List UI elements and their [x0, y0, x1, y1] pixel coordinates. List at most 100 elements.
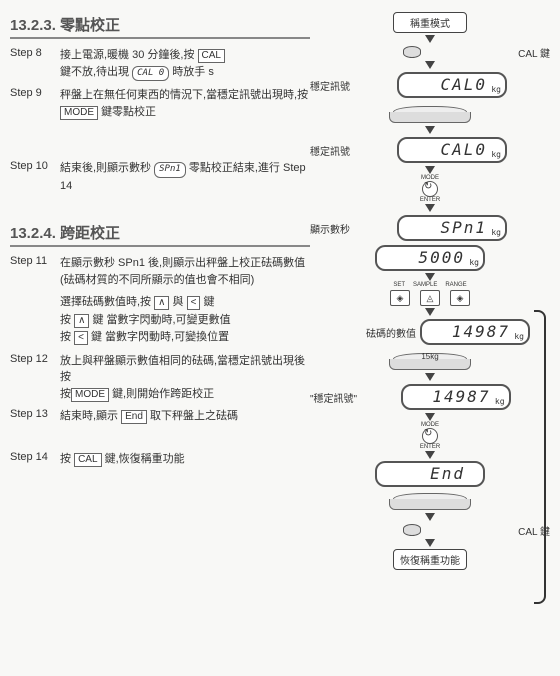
- weight-val-label: 砝碼的數值: [366, 325, 416, 340]
- step-body: 放上與秤盤顯示數值相同的砝碼,當穩定訊號出現後按 按MODE 鍵,則開始作跨距校…: [60, 353, 310, 403]
- step-8: Step 8 接上電源,暖機 30 分鐘後,按 CAL 鍵不放,待出現 CAL …: [10, 47, 310, 81]
- text: 按: [60, 453, 71, 465]
- flow-diagram: 稱重模式 CAL 鍵 穩定訊號 CAL0 kg 穩定訊號 CAL0 kg MOD…: [310, 10, 550, 572]
- step-label: Step 12: [10, 353, 60, 403]
- lcd-text: 14987: [432, 387, 490, 406]
- arrow-icon: [425, 308, 435, 316]
- text: 按: [60, 331, 71, 343]
- lcd-text: 14987: [452, 322, 510, 341]
- tri-buttons: ◈ ◬ ◈: [310, 290, 550, 306]
- tri-set: ◈: [390, 290, 410, 306]
- step-body: 秤盤上在無任何東西的情況下,當穩定訊號出現時,按 MODE 鍵零點校正: [60, 87, 310, 120]
- arrow-icon: [425, 204, 435, 212]
- text: 鍵 當數字閃動時,可變換位置: [91, 331, 229, 343]
- step-11-sub: 選擇砝碼數值時,按 ∧ 與 < 鍵 按 ∧ 鍵 當數字閃動時,可變更數值 按 <…: [60, 294, 310, 347]
- text: 在顯示數秒 SPn1 後,則顯示出秤盤上校正砝碼數值: [60, 257, 305, 269]
- stable-label: "穩定訊號": [310, 390, 357, 405]
- text: 鍵 當數字閃動時,可變更數值: [92, 314, 230, 326]
- text: 接上電源,暖機 30 分鐘後,按: [60, 49, 194, 61]
- up-key: ∧: [154, 296, 169, 310]
- bracket-icon: [534, 310, 546, 604]
- step-body: 接上電源,暖機 30 分鐘後,按 CAL 鍵不放,待出現 CAL 0 時放手 s: [60, 47, 310, 81]
- mode-button-icon: MODE ENTER: [417, 175, 443, 203]
- sec-text: 跨距校正: [60, 225, 120, 242]
- lcd-text: 5000: [418, 248, 465, 267]
- text: 時放手 s: [172, 66, 214, 78]
- lcd-cal0: CAL0 kg: [397, 72, 507, 98]
- display-spn1: SPn1: [154, 162, 186, 178]
- text: 秤盤上在無任何東西的情況下,當穩定訊號出現時,按: [60, 89, 308, 101]
- cal-key: CAL: [198, 49, 225, 63]
- button-icon: [403, 46, 421, 58]
- lbl-sample: SAMPLE: [413, 282, 437, 288]
- step-9: Step 9 秤盤上在無任何東西的情況下,當穩定訊號出現時,按 MODE 鍵零點…: [10, 87, 310, 120]
- lcd-5000: 5000 kg: [375, 245, 485, 271]
- lbl-range: RANGE: [445, 282, 466, 288]
- step-label: Step 11: [10, 255, 60, 288]
- text: 與: [173, 296, 184, 308]
- step-body: 結束時,顯示 End 取下秤盤上之砝碼: [60, 408, 310, 425]
- lcd-14987: 14987 kg: [420, 319, 530, 345]
- step-label: Step 9: [10, 87, 60, 120]
- arrow-icon: [425, 373, 435, 381]
- step-body: 在顯示數秒 SPn1 後,則顯示出秤盤上校正砝碼數值 (砝碼材質的不同所顯示的值…: [60, 255, 310, 288]
- step-label: Step 14: [10, 451, 60, 468]
- step-12: Step 12 放上與秤盤顯示數值相同的砝碼,當穩定訊號出現後按 按MODE 鍵…: [10, 353, 310, 403]
- text: 按: [60, 314, 71, 326]
- step-label: Step 10: [10, 160, 60, 194]
- lcd-text: End: [430, 464, 465, 483]
- box-restore: 恢復稱重功能: [393, 549, 467, 570]
- left-key: <: [187, 296, 201, 310]
- up-key: ∧: [74, 314, 89, 328]
- text: 鍵: [203, 296, 214, 308]
- text: 放上與秤盤顯示數值相同的砝碼,當穩定訊號出現後按: [60, 355, 305, 384]
- button-icon: [403, 524, 421, 536]
- lcd-text: CAL0: [440, 140, 487, 159]
- unit: kg: [514, 332, 524, 341]
- scale-pan-weight: 15kg: [385, 349, 475, 371]
- section-zero-title: 13.2.3. 零點校正: [10, 14, 310, 39]
- tri-labels: SET SAMPLE RANGE: [310, 282, 550, 288]
- arrow-icon: [425, 35, 435, 43]
- unit: kg: [491, 150, 501, 159]
- lcd-cal0-b: CAL0 kg: [397, 137, 507, 163]
- step-13: Step 13 結束時,顯示 End 取下秤盤上之砝碼: [10, 408, 310, 425]
- mode-key: MODE: [60, 106, 98, 120]
- arrow-icon: [425, 451, 435, 459]
- step-11: Step 11 在顯示數秒 SPn1 後,則顯示出秤盤上校正砝碼數值 (砝碼材質…: [10, 255, 310, 288]
- sec-text: 零點校正: [60, 17, 120, 34]
- text: 鍵,恢復稱重功能: [105, 453, 185, 465]
- mode-bot: ENTER: [417, 444, 443, 450]
- step-body: 結束後,則顯示數秒 SPn1 零點校正結束,進行 Step 14: [60, 160, 310, 194]
- tri-sample: ◬: [420, 290, 440, 306]
- sec-num: 13.2.3.: [10, 17, 56, 34]
- stable-label: 穩定訊號: [310, 78, 350, 93]
- unit: kg: [491, 85, 501, 94]
- step-body: 按 CAL 鍵,恢復稱重功能: [60, 451, 310, 468]
- unit: kg: [495, 397, 505, 406]
- scale-pan-icon: [385, 489, 475, 511]
- arrow-icon: [425, 513, 435, 521]
- mode-key: MODE: [71, 388, 109, 402]
- stable-label: 穩定訊號: [310, 143, 350, 158]
- scale-pan-icon: [385, 102, 475, 124]
- step-label: Step 8: [10, 47, 60, 81]
- section-span-title: 13.2.4. 跨距校正: [10, 222, 310, 247]
- sec-num: 13.2.4.: [10, 225, 56, 242]
- tri-range: ◈: [450, 290, 470, 306]
- mode-button-icon: MODE ENTER: [417, 422, 443, 450]
- lcd-end: End: [375, 461, 485, 487]
- end-key: End: [121, 410, 147, 424]
- step-14: Step 14 按 CAL 鍵,恢復稱重功能: [10, 451, 310, 468]
- unit: kg: [491, 228, 501, 237]
- arrow-icon: [425, 539, 435, 547]
- arrow-icon: [425, 126, 435, 134]
- cal-key-label: CAL 鍵: [518, 45, 550, 60]
- lbl-set: SET: [393, 282, 405, 288]
- text: 選擇砝碼數值時,按: [60, 296, 151, 308]
- text: 取下秤盤上之砝碼: [150, 410, 238, 422]
- spn-label: 顯示數秒: [310, 221, 350, 236]
- arrow-icon: [425, 413, 435, 421]
- text: 結束時,顯示: [60, 410, 118, 422]
- arrow-icon: [425, 273, 435, 281]
